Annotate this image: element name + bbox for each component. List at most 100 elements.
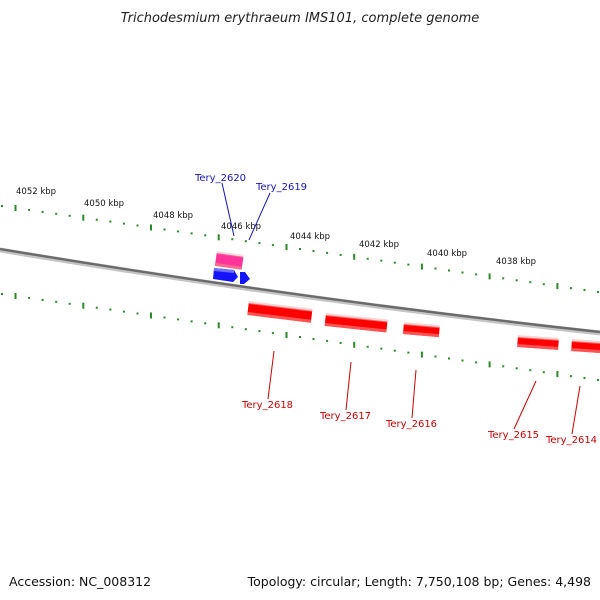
lower-scale-minor-tick xyxy=(109,308,112,311)
scale-label: 4048 kbp xyxy=(153,211,193,221)
upper-scale-major-tick xyxy=(14,205,17,211)
lower-scale-minor-tick xyxy=(529,369,532,372)
upper-scale-major-tick xyxy=(488,273,491,280)
upper-scale-minor-tick xyxy=(68,214,71,217)
upper-scale-minor-tick xyxy=(136,224,139,227)
gene-tery-2619-leader-line xyxy=(248,192,271,241)
gene-tery-2619[interactable] xyxy=(213,268,250,284)
gene-labels: Tery_2620 Tery_2619 Tery_2618 Tery_2617 Tery… xyxy=(194,173,597,446)
upper-scale-minor-tick xyxy=(41,210,44,213)
lower-scale-minor-tick xyxy=(122,310,125,313)
gene-tery-2616[interactable] xyxy=(402,322,440,338)
upper-scale-minor-tick xyxy=(95,218,98,221)
upper-scale-minor-tick xyxy=(461,271,464,274)
gene-tery-2617-label[interactable]: Tery_2617 xyxy=(319,411,371,422)
gene-tery-2620[interactable] xyxy=(214,251,244,270)
upper-scale-minor-tick xyxy=(380,259,383,262)
lower-scale-minor-tick xyxy=(366,345,369,348)
lower-scale-minor-tick xyxy=(569,375,572,378)
gene-tery-2617[interactable] xyxy=(324,312,388,333)
gene-tery-2618-label[interactable]: Tery_2618 xyxy=(241,400,293,411)
gene-tery-2614-label[interactable]: Tery_2614 xyxy=(545,435,597,446)
gene-tery-2615-leader-line xyxy=(513,380,537,430)
upper-scale-minor-tick xyxy=(258,242,261,245)
upper-scale-minor-tick xyxy=(190,232,193,235)
lower-scale-major-tick xyxy=(488,361,491,368)
lower-scale-minor-tick xyxy=(41,298,44,301)
lower-scale-minor-tick xyxy=(163,316,166,319)
upper-scale-minor-tick xyxy=(109,220,112,223)
lower-scale-ruler xyxy=(1,293,599,381)
lower-scale-minor-tick xyxy=(461,359,464,362)
gene-tery-2616-leader-line xyxy=(411,369,417,419)
lower-scale-minor-tick xyxy=(177,318,180,321)
lower-scale-minor-tick xyxy=(339,341,342,344)
upper-scale-minor-tick xyxy=(204,234,207,237)
lower-scale-major-tick xyxy=(82,302,85,309)
lower-scale-minor-tick xyxy=(244,328,247,331)
gene-tery-2619-label[interactable]: Tery_2619 xyxy=(255,182,307,193)
gene-tery-2616-label[interactable]: Tery_2616 xyxy=(385,419,437,430)
gene-tery-2614[interactable] xyxy=(571,339,600,354)
upper-scale-minor-tick xyxy=(244,240,247,243)
lower-scale-minor-tick xyxy=(326,339,329,342)
lower-scale-minor-tick xyxy=(434,355,437,358)
upper-scale-minor-tick xyxy=(597,291,599,293)
upper-scale-minor-tick xyxy=(515,279,518,282)
lower-scale-minor-tick xyxy=(55,300,58,303)
lower-scale-major-tick xyxy=(150,312,152,319)
genome-summary: Topology: circular; Length: 7,750,108 bp… xyxy=(247,574,591,589)
upper-scale-minor-tick xyxy=(448,269,450,272)
upper-scale-minor-tick xyxy=(339,253,342,256)
lower-scale-minor-tick xyxy=(1,293,3,295)
lower-scale-minor-tick xyxy=(475,361,478,364)
lower-scale-minor-tick xyxy=(312,338,315,340)
lower-scale-minor-tick xyxy=(258,330,261,333)
lower-scale-major-tick xyxy=(217,322,220,329)
genome-backbone xyxy=(0,247,600,336)
scale-label: 4050 kbp xyxy=(84,199,124,209)
upper-scale-major-tick xyxy=(150,224,152,231)
upper-scale-ruler xyxy=(1,205,599,293)
upper-scale-major-tick xyxy=(82,214,85,221)
lower-scale-major-tick xyxy=(420,351,423,358)
upper-scale-minor-tick xyxy=(55,212,58,215)
upper-scale-minor-tick xyxy=(434,267,437,270)
lower-scale-minor-tick xyxy=(68,302,71,305)
gene-tery-2614-leader-line xyxy=(571,385,581,435)
lower-scale-minor-tick xyxy=(231,326,234,329)
lower-scale-minor-tick xyxy=(28,296,31,299)
upper-scale-minor-tick xyxy=(312,250,315,252)
upper-scale-minor-tick xyxy=(542,283,545,286)
upper-scale-minor-tick xyxy=(393,261,396,264)
scale-label: 4046 kbp xyxy=(221,222,261,232)
scale-labels: 4052 kbp 4050 kbp 4048 kbp 4046 kbp 4044 kbp… xyxy=(16,187,536,267)
gene-tery-2615-label[interactable]: Tery_2615 xyxy=(487,430,539,441)
upper-scale-minor-tick xyxy=(569,287,572,290)
upper-scale-major-tick xyxy=(556,283,559,290)
lower-scale-major-tick xyxy=(353,341,356,348)
lower-scale-minor-tick xyxy=(380,347,383,350)
upper-scale-minor-tick xyxy=(1,205,3,207)
upper-scale-minor-tick xyxy=(28,208,31,211)
upper-scale-major-tick xyxy=(353,253,356,260)
lower-scale-minor-tick xyxy=(448,357,450,360)
gene-tery-2620-label[interactable]: Tery_2620 xyxy=(194,173,246,184)
lower-scale-major-tick xyxy=(556,371,559,378)
gene-tery-2615[interactable] xyxy=(517,335,559,350)
lower-scale-minor-tick xyxy=(95,306,98,309)
upper-scale-minor-tick xyxy=(163,228,166,231)
gene-features xyxy=(213,251,600,354)
lower-scale-major-tick xyxy=(14,293,17,299)
gene-tery-2618-leader-line xyxy=(267,350,275,400)
upper-scale-minor-tick xyxy=(407,263,410,266)
gene-tery-2618[interactable] xyxy=(247,301,313,323)
upper-scale-major-tick xyxy=(285,244,288,250)
scale-label: 4044 kbp xyxy=(290,232,330,242)
lower-scale-minor-tick xyxy=(515,367,518,370)
lower-scale-minor-tick xyxy=(407,351,410,354)
lower-scale-minor-tick xyxy=(204,322,207,325)
upper-scale-major-tick xyxy=(217,234,220,241)
accession-label: Accession: NC_008312 xyxy=(9,574,152,589)
